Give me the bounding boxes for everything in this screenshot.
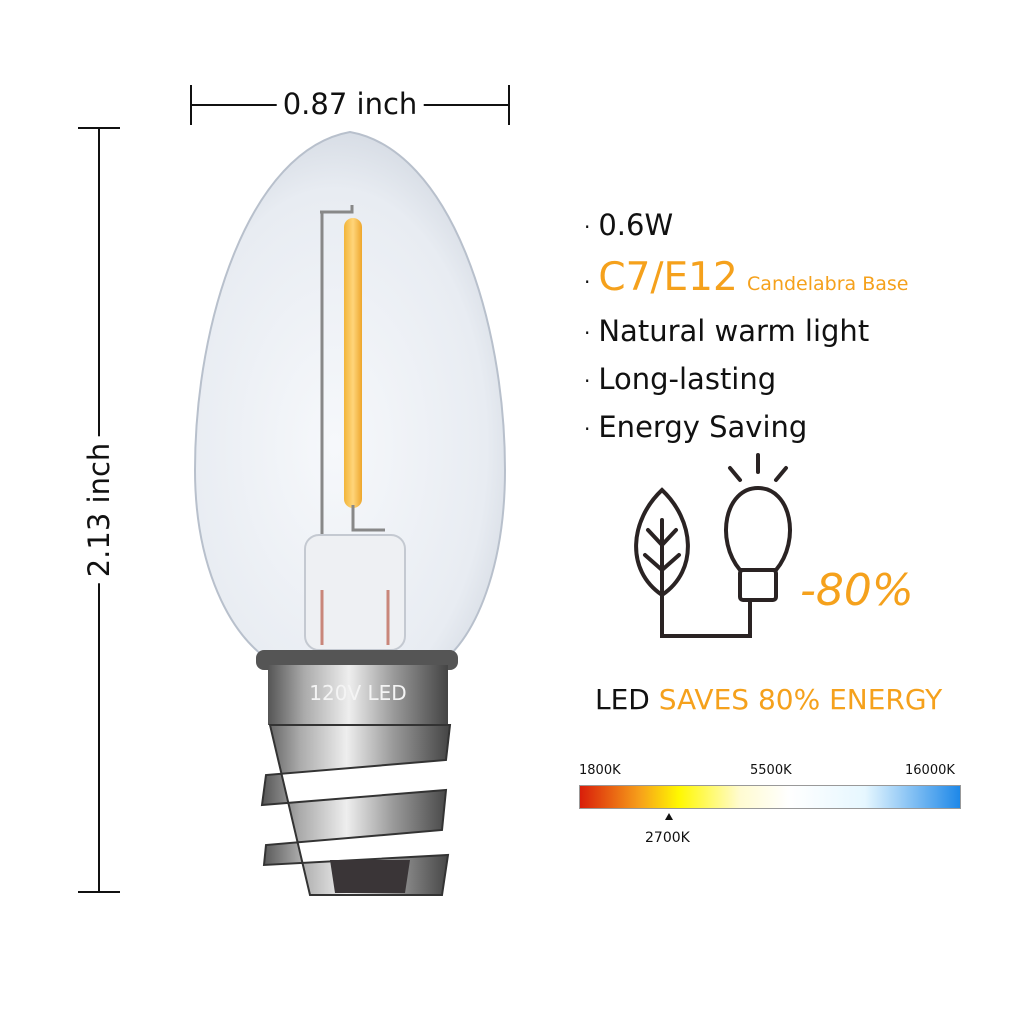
width-dimension-cap-right — [508, 85, 510, 125]
feature-text: Energy Saving — [598, 410, 808, 444]
feature-text: Natural warm light — [598, 314, 870, 348]
lightbulb-icon — [724, 453, 792, 602]
marker-triangle-icon — [665, 813, 673, 820]
feature-warm-light: · Natural warm light — [584, 314, 870, 348]
feature-base: · C7/E12 Candelabra Base — [584, 255, 909, 300]
height-dimension-cap-bottom — [78, 891, 120, 893]
scale-label-min: 1800K — [579, 763, 621, 778]
bulb-image: 120V LED — [193, 130, 507, 896]
bulb-base: 120V LED — [256, 650, 458, 896]
feature-energy-saving: · Energy Saving — [584, 410, 808, 444]
marker-label: 2700K — [645, 830, 690, 846]
energy-saving-percent: -80% — [800, 565, 914, 616]
width-dimension: 0.87 inch — [190, 85, 510, 125]
height-label: 2.13 inch — [82, 436, 116, 584]
bulb-filament — [304, 205, 406, 651]
width-label: 0.87 inch — [276, 87, 424, 121]
feature-base-type: C7/E12 — [598, 255, 738, 300]
height-dimension-cap-top — [78, 127, 120, 129]
color-temperature-bar — [579, 785, 961, 809]
base-marking: 120V LED — [309, 681, 406, 705]
energy-headline-highlight: SAVES 80% ENERGY — [658, 683, 943, 716]
feature-text: 0.6W — [598, 208, 674, 242]
energy-headline-prefix: LED — [595, 683, 650, 716]
energy-headline: LED SAVES 80% ENERGY — [595, 683, 942, 716]
feature-long-lasting: · Long-lasting — [584, 362, 777, 396]
width-dimension-cap-left — [190, 85, 192, 125]
energy-icons — [634, 453, 792, 638]
height-dimension: 2.13 inch — [78, 127, 120, 893]
feature-wattage: · 0.6W — [584, 208, 674, 242]
leaf-icon — [634, 487, 752, 638]
scale-label-mid: 5500K — [750, 763, 792, 778]
scale-label-max: 16000K — [905, 763, 955, 778]
feature-text: Long-lasting — [598, 362, 777, 396]
feature-base-subtext: Candelabra Base — [747, 273, 909, 295]
